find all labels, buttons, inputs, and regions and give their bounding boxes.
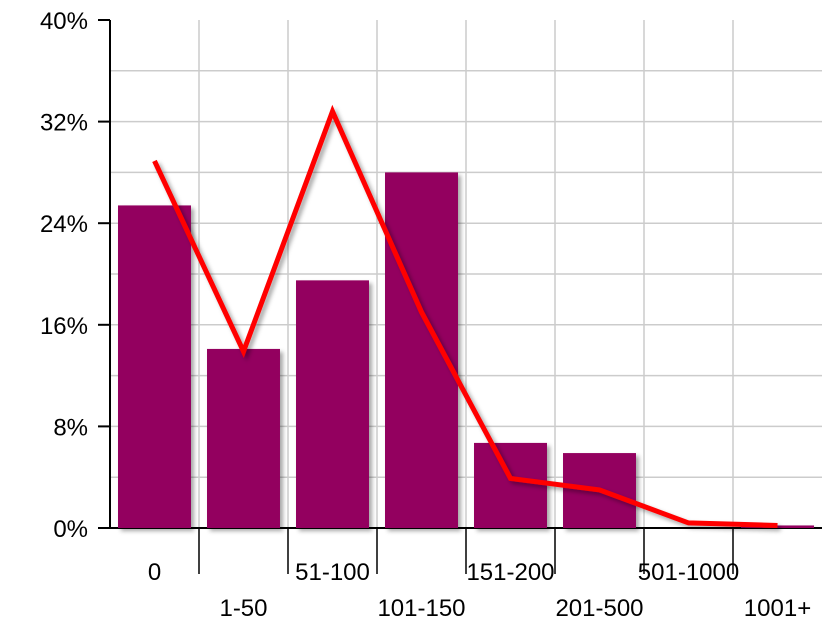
bar-series: [118, 172, 814, 529]
y-tick-label: 0%: [53, 516, 88, 543]
x-tick-label: 201-500: [555, 595, 643, 618]
x-tick-label: 1-50: [219, 595, 267, 618]
bar: [207, 348, 280, 528]
y-tick-label: 32%: [40, 110, 88, 137]
y-tick-label: 40%: [40, 8, 88, 35]
y-tick-label: 16%: [40, 313, 88, 340]
y-tick-label: 24%: [40, 211, 88, 238]
x-tick-label: 51-100: [295, 559, 370, 586]
line-path: [152, 104, 778, 528]
bar: [296, 280, 369, 528]
x-tick-label: 1001+: [744, 595, 811, 618]
x-tick-label: 501-1000: [638, 559, 739, 586]
bar: [741, 525, 814, 528]
bar: [474, 442, 547, 528]
line-series: [152, 104, 778, 528]
tick-labels: 0% 8% 16% 24% 32% 40% 0 1-50 51-100 101-150151-20…: [40, 8, 811, 618]
x-tick-label: 101-150: [377, 595, 465, 618]
axes: [98, 19, 822, 574]
bar: [385, 172, 458, 528]
gridlines: [110, 20, 822, 528]
bar: [118, 205, 191, 529]
x-tick-label: 151-200: [466, 559, 554, 586]
y-tick-label: 8%: [53, 414, 88, 441]
x-tick-label: 0: [148, 559, 161, 586]
